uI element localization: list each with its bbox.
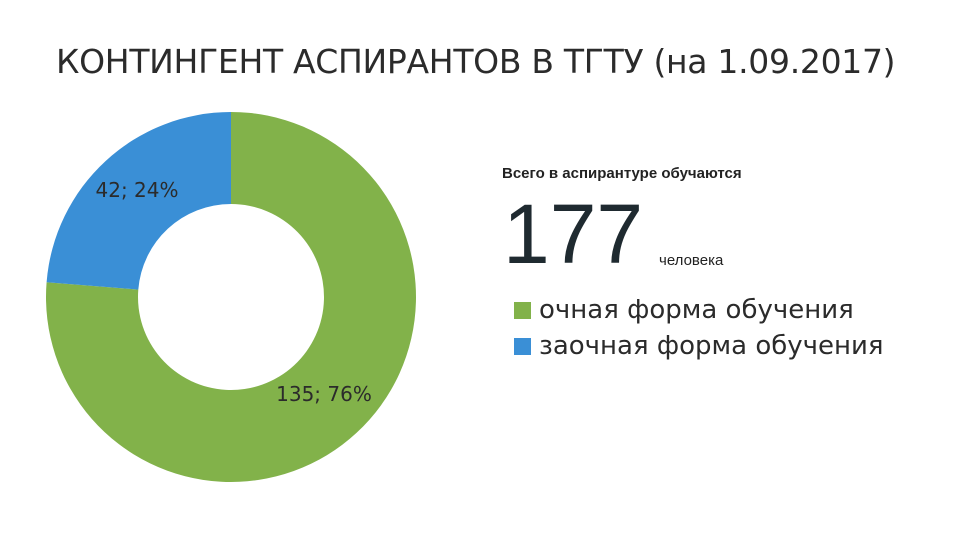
total-unit: человека — [659, 252, 724, 269]
legend-label: очная форма обучения — [539, 295, 854, 325]
slice-label-1: 135; 76% — [276, 382, 372, 406]
legend-item-part-time: заочная форма обучения — [514, 328, 884, 364]
legend-swatch — [514, 337, 531, 355]
legend-label: заочная форма обучения — [539, 331, 884, 361]
page-title: КОНТИНГЕНТ АСПИРАНТОВ В ТГТУ (на 1.09.20… — [56, 42, 896, 81]
legend-item-full-time: очная форма обучения — [514, 292, 884, 328]
legend: очная форма обучения заочная форма обуче… — [514, 292, 884, 364]
donut-labels: 135; 76% 42; 24% — [96, 178, 372, 406]
slice-label-2: 42; 24% — [96, 178, 179, 202]
total-caption: Всего в аспирантуре обучаются — [502, 165, 742, 182]
donut-slice-2 — [46, 112, 231, 290]
total-value: 177 — [503, 187, 644, 281]
legend-swatch — [514, 301, 531, 319]
donut-slice-1 — [45, 112, 416, 483]
donut-slices — [45, 112, 416, 483]
